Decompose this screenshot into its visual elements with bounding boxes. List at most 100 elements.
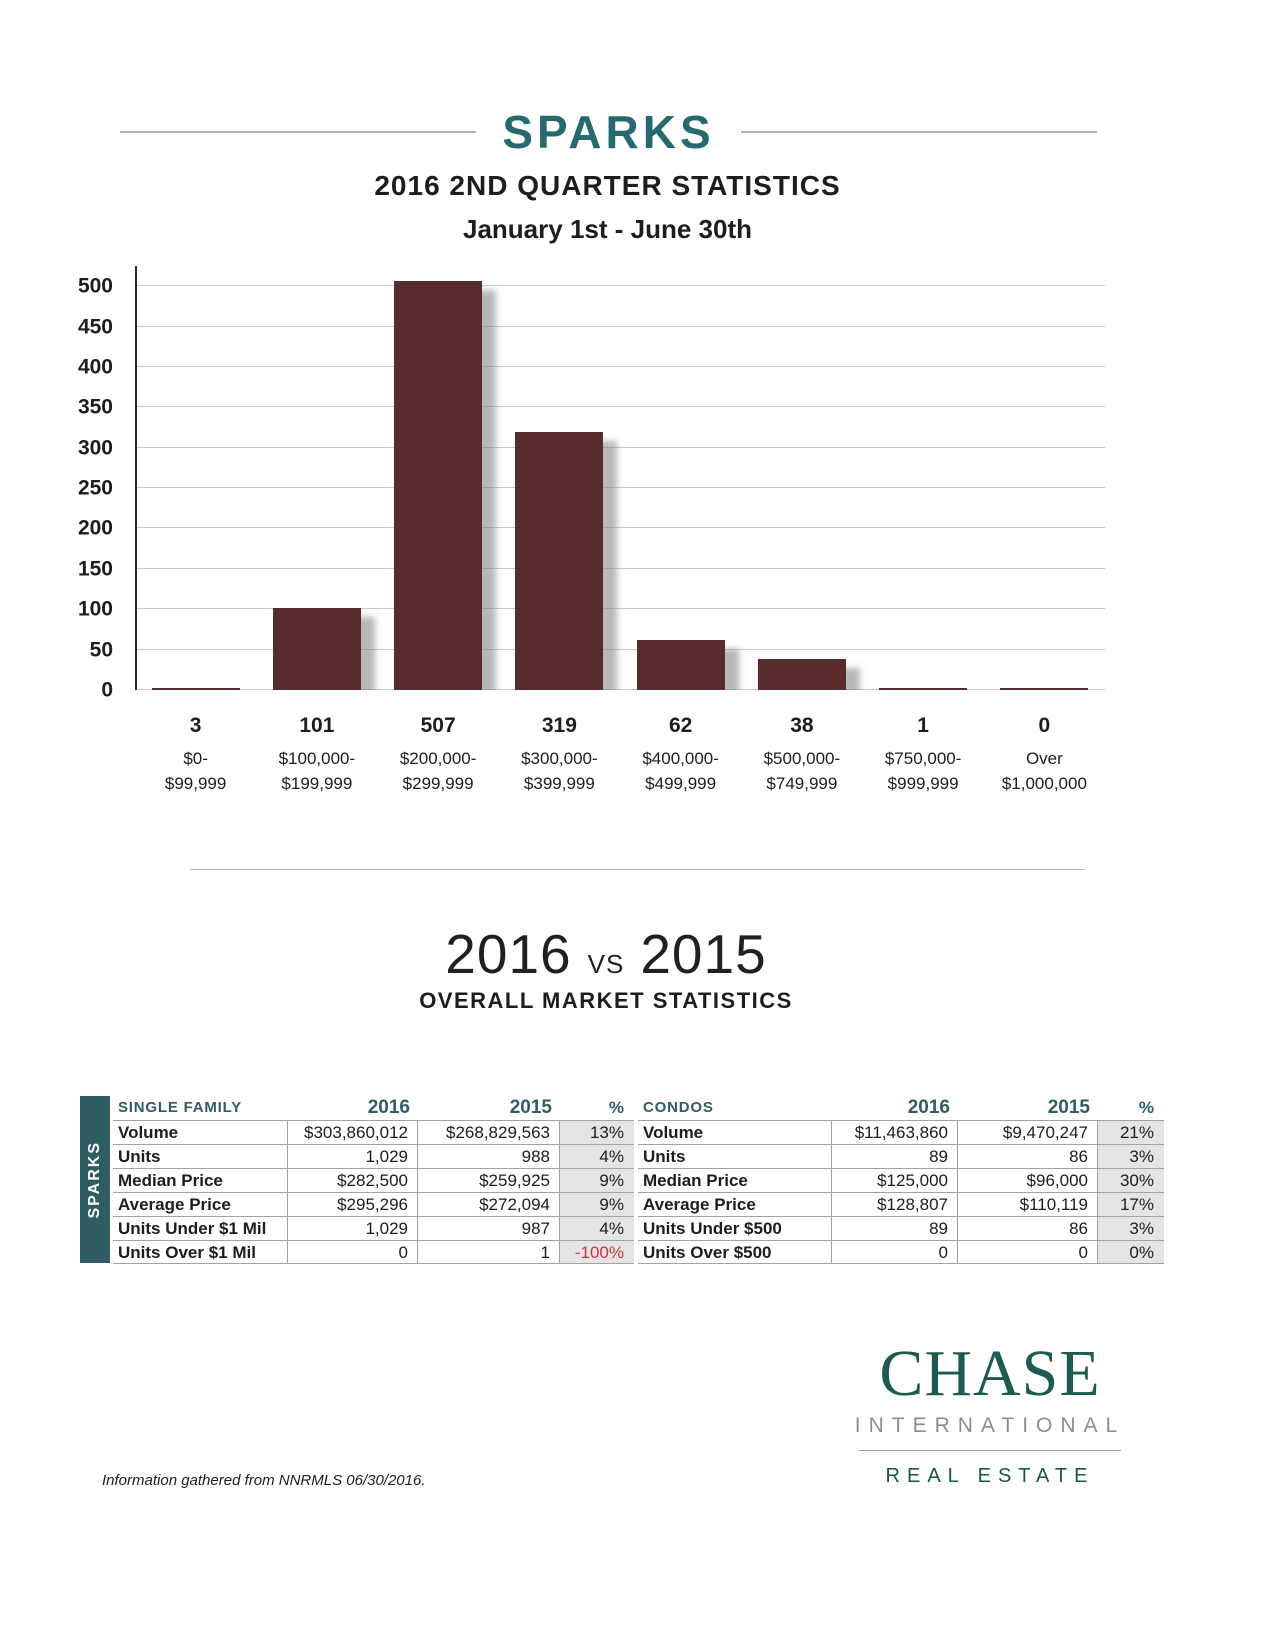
value-2015: $272,094: [418, 1192, 560, 1216]
value-2015: $9,470,247: [958, 1120, 1098, 1144]
gridline: [135, 567, 1105, 569]
title-rule-right: [740, 131, 1098, 133]
value-2016: 89: [832, 1216, 958, 1240]
quarter-statistics-heading: 2016 2ND QUARTER STATISTICS: [374, 170, 841, 201]
y-axis: 0 50 100 150 200 250 300 350 400 450 500: [35, 266, 123, 701]
logo-real-estate-line: REAL ESTATE: [885, 1465, 1095, 1487]
x-axis-category: 62 $400,000- $499,999: [620, 714, 741, 796]
value-2016: 1,029: [288, 1144, 418, 1168]
bar-column: [135, 266, 256, 690]
value-2016: 0: [288, 1240, 418, 1264]
y-axis-tick-label: 150: [77, 557, 113, 581]
category-count-label: 319: [541, 714, 577, 737]
table-header-2016: 2016: [907, 1097, 950, 1118]
row-label: Units: [113, 1144, 288, 1168]
table-header-2016: 2016: [367, 1097, 410, 1118]
gridline: [135, 648, 1105, 650]
row-label: Volume: [638, 1120, 832, 1144]
value-2015: 988: [418, 1144, 560, 1168]
y-axis-tick-label: 250: [77, 476, 113, 500]
row-label: Units Under $1 Mil: [113, 1216, 288, 1240]
condos-table: CONDOS 2016 2015 % Volume $11,463,860 $9,4…: [638, 1096, 1164, 1264]
bar-3: [151, 687, 240, 690]
x-axis-category: 0 Over $1,000,000: [984, 714, 1105, 796]
row-label: Average Price: [113, 1192, 288, 1216]
gridline: [135, 406, 1105, 408]
category-range-line1: $750,000-: [884, 749, 962, 768]
category-range-line1: Over: [1025, 749, 1063, 768]
category-count-label: 0: [1038, 714, 1051, 737]
table-header-2015: 2015: [509, 1097, 552, 1118]
table-header-name: SINGLE FAMILY: [118, 1099, 243, 1116]
bar-column: [984, 266, 1105, 690]
bar-319: [515, 432, 604, 690]
bar-0: [1000, 688, 1089, 690]
x-axis-category: 507 $200,000- $299,999: [378, 714, 499, 796]
y-axis-tick-label: 450: [77, 315, 113, 339]
value-2016: $11,463,860: [832, 1120, 958, 1144]
table-header-pct: %: [608, 1098, 624, 1117]
value-2015: $110,119: [958, 1192, 1098, 1216]
vs-year-2015: 2015: [640, 923, 767, 985]
bar-chart-plot: [135, 266, 1105, 690]
category-range-line2: $749,999: [766, 774, 838, 793]
value-2015: $96,000: [958, 1168, 1098, 1192]
bar-column: [620, 266, 741, 690]
category-count-label: 101: [299, 714, 335, 737]
logo-chase-wordmark: CHASE: [879, 1337, 1101, 1410]
bar-column: [741, 266, 862, 690]
bar-1: [879, 688, 968, 690]
value-2016: $295,296: [288, 1192, 418, 1216]
category-range-line1: $500,000-: [763, 749, 841, 768]
row-label: Volume: [113, 1120, 288, 1144]
value-2015: $259,925: [418, 1168, 560, 1192]
value-2015: 86: [958, 1216, 1098, 1240]
bar-column: [256, 266, 377, 690]
category-count-label: 62: [668, 714, 693, 737]
category-range-line1: $100,000-: [278, 749, 356, 768]
category-range-line2: $1,000,000: [1001, 774, 1087, 793]
value-2015: $268,829,563: [418, 1120, 560, 1144]
value-2015: 1: [418, 1240, 560, 1264]
gridline: [135, 365, 1105, 367]
value-2015: 0: [958, 1240, 1098, 1264]
value-2015: 86: [958, 1144, 1098, 1168]
row-label: Average Price: [638, 1192, 832, 1216]
table-header-2015: 2015: [1047, 1097, 1090, 1118]
y-axis-line: [135, 266, 137, 690]
value-2016: $128,807: [832, 1192, 958, 1216]
y-axis-tick-label: 400: [77, 355, 113, 379]
category-range-line2: $399,999: [523, 774, 595, 793]
table-header-name: CONDOS: [643, 1099, 714, 1116]
category-count-label: 3: [189, 714, 202, 737]
value-2016: 89: [832, 1144, 958, 1168]
vs-heading: 2016 VS 2015: [0, 922, 1212, 986]
row-label: Units Over $500: [638, 1240, 832, 1264]
category-range-line2: $99,999: [164, 774, 227, 793]
gridline: [135, 446, 1105, 448]
y-axis-tick-label: 200: [77, 516, 113, 540]
value-2016: $303,860,012: [288, 1120, 418, 1144]
bar-38: [757, 659, 846, 690]
y-axis-tick-label: 50: [89, 638, 113, 662]
value-pct: 21%: [1098, 1120, 1164, 1144]
table-header-pct: %: [1138, 1098, 1154, 1117]
category-range-line1: $300,000-: [521, 749, 598, 768]
bar-101: [272, 608, 361, 690]
value-pct: 9%: [560, 1168, 634, 1192]
y-axis-tick-label: 300: [77, 436, 113, 460]
bars-row: [135, 266, 1105, 690]
value-pct: 17%: [1098, 1192, 1164, 1216]
category-range-line2: $199,999: [281, 774, 353, 793]
date-range-heading: January 1st - June 30th: [463, 214, 752, 244]
x-axis-category: 38 $500,000- $749,999: [741, 714, 862, 796]
value-pct: 30%: [1098, 1168, 1164, 1192]
vs-separator: VS: [587, 949, 625, 979]
value-pct: 3%: [1098, 1144, 1164, 1168]
value-pct: -100%: [560, 1240, 634, 1264]
value-pct: 13%: [560, 1120, 634, 1144]
row-label: Units Under $500: [638, 1216, 832, 1240]
category-range-line2: $999,999: [887, 774, 959, 793]
bar-column: [863, 266, 984, 690]
